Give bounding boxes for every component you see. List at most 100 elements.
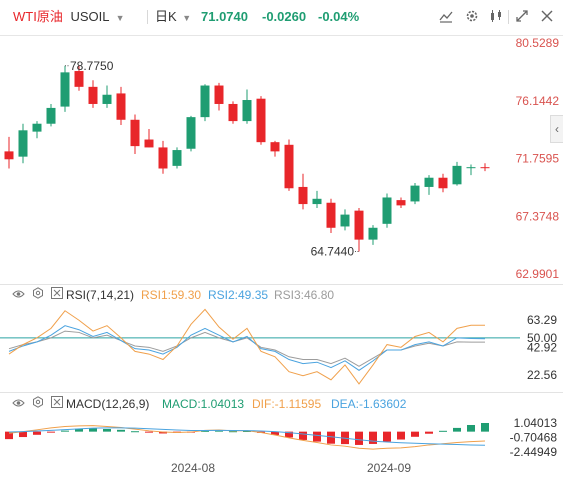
panel-divider (0, 284, 563, 285)
macd-histogram-bar (369, 431, 377, 444)
candle-body (18, 130, 28, 157)
candle-body (32, 123, 42, 132)
candle-body (200, 85, 210, 118)
macd-histogram-bar (481, 423, 489, 432)
fullscreen-icon[interactable] (513, 9, 531, 27)
low-annotation: 64.7440 (311, 244, 355, 258)
candle-body (186, 117, 196, 149)
rsi-panel-header: RSI(7,14,21) RSI1:59.30 RSI2:49.35 RSI3:… (0, 286, 563, 304)
rsi2-value: RSI2:49.35 (208, 288, 269, 302)
rsi-tick-label: 22.56 (527, 368, 557, 382)
macd-histogram-bar (439, 430, 447, 432)
x-tick-label: 2024-09 (367, 461, 411, 475)
indicators-icon[interactable] (487, 9, 505, 27)
high-annotation: 78.7750 (70, 59, 114, 73)
settings-icon[interactable] (32, 286, 44, 304)
candle-body (130, 119, 140, 147)
candle-body (312, 198, 322, 205)
macd-histogram-bar (467, 424, 475, 432)
macd-value: MACD:1.04013 (162, 397, 245, 411)
macd-histogram-bar (355, 431, 363, 445)
macd-histogram-bar (33, 431, 41, 435)
rsi1-value: RSI1:59.30 (141, 288, 202, 302)
rsi-line-rsi2 (8, 325, 486, 371)
macd-histogram-bar (117, 429, 125, 432)
macd-histogram-bar (243, 430, 251, 432)
macd-tick-label: -2.44949 (510, 445, 558, 459)
collapse-panel-icon[interactable]: ‹ (550, 115, 563, 143)
candle-body (368, 227, 378, 240)
price-tick-label: 80.5289 (516, 36, 560, 50)
candle-body (438, 177, 448, 189)
candle-body (382, 197, 392, 224)
rsi-tick-label: 63.29 (527, 313, 557, 327)
candle-body (298, 186, 308, 205)
macd-histogram-bar (271, 431, 279, 435)
x-tick-label: 2024-08 (171, 461, 215, 475)
macd-histogram-bar (299, 431, 307, 440)
chevron-down-icon: ▼ (182, 13, 192, 23)
candle-body (340, 214, 350, 227)
eye-icon[interactable] (12, 286, 25, 304)
rsi-label: RSI(7,14,21) (66, 288, 135, 302)
header-divider (147, 10, 148, 24)
rsi-tick-label: 50.00 (527, 331, 557, 345)
symbol-selector[interactable]: WTI原油 USOIL ▼ (13, 9, 125, 26)
candle-body (466, 167, 476, 169)
candle-body (46, 107, 56, 124)
eye-icon[interactable] (12, 395, 25, 413)
macd-histogram-bar (313, 431, 321, 442)
candle-body (480, 167, 490, 169)
candle-body (116, 93, 126, 120)
macd-label: MACD(12,26,9) (66, 397, 150, 411)
chart-header: WTI原油 USOIL ▼ 日K ▼ 71.0740 -0.0260 -0.04… (0, 0, 563, 36)
close-indicator-icon[interactable] (51, 395, 63, 413)
macd-histogram-bar (61, 430, 69, 432)
macd-histogram-bar (103, 428, 111, 432)
settings-icon[interactable] (32, 395, 44, 413)
rsi3-value: RSI3:46.80 (274, 288, 335, 302)
panel-divider (0, 392, 563, 393)
chevron-down-icon: ▼ (115, 13, 125, 23)
macd-histogram-bar (47, 431, 55, 433)
candle-body (214, 85, 224, 104)
candle-body (74, 71, 84, 87)
macd-histogram-bar (145, 431, 153, 433)
macd-histogram-bar (5, 431, 13, 440)
macd-histogram-bar (411, 431, 419, 437)
candle-body (270, 142, 280, 152)
close-indicator-icon[interactable] (51, 286, 63, 304)
period-label: 日K (155, 9, 177, 24)
symbol-title: WTI原油 (13, 9, 63, 24)
symbol-code: USOIL (70, 9, 109, 24)
candle-body (326, 202, 336, 228)
period-selector[interactable]: 日K ▼ (155, 9, 191, 26)
macd-tick-label: 1.04013 (514, 416, 558, 430)
candle-body (172, 150, 182, 166)
price-tick-label: 62.9901 (516, 267, 560, 281)
price-change-pct: -0.04% (318, 9, 360, 24)
candle-body (256, 98, 266, 143)
candle-body (60, 72, 70, 107)
macd-histogram-bar (229, 431, 237, 433)
dif-value: DIF:-1.11595 (252, 397, 322, 411)
dea-value: DEA:-1.63602 (331, 397, 407, 411)
last-price: 71.0740 (201, 9, 248, 24)
candle-body (228, 103, 238, 122)
macd-line-dea (8, 427, 486, 446)
candle-body (396, 200, 406, 206)
macd-panel-header: MACD(12,26,9) MACD:1.04013 DIF:-1.11595 … (0, 395, 563, 413)
price-tick-label: 76.1442 (516, 94, 560, 108)
draw-line-icon[interactable] (437, 9, 455, 27)
macd-histogram-bar (285, 431, 293, 438)
candle-body (88, 86, 98, 104)
macd-histogram-bar (453, 427, 461, 432)
settings-icon[interactable] (463, 9, 481, 27)
close-icon[interactable] (538, 9, 556, 27)
candle-body (284, 144, 294, 189)
price-tick-label: 67.3748 (516, 209, 560, 223)
candle-body (354, 210, 364, 240)
candle-body (158, 147, 168, 169)
macd-tick-label: -0.70468 (510, 431, 558, 445)
